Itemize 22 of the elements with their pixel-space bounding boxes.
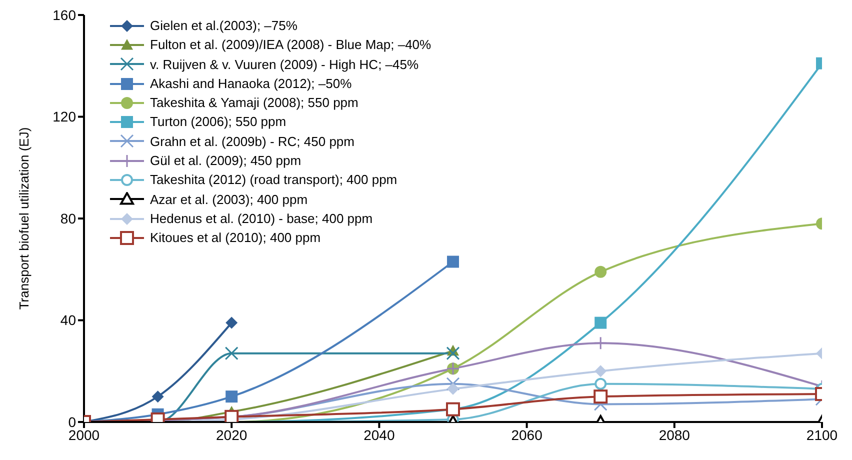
legend-label: v. Ruijven & v. Vuuren (2009) - High HC; –45% — [150, 56, 419, 74]
legend-label: Takeshita & Yamaji (2008); 550 ppm — [150, 94, 358, 112]
legend-label: Gül et al. (2009); 450 ppm — [150, 152, 302, 170]
x-tick-label: 2060 — [511, 426, 543, 443]
y-tick-label: 40 — [60, 312, 76, 328]
x-tick-label: 2040 — [364, 426, 395, 443]
y-tick-label: 80 — [60, 210, 76, 226]
legend-label: Turton (2006); 550 ppm — [150, 113, 286, 132]
x-tick-label: 2100 — [806, 426, 838, 443]
y-tick-label: 120 — [52, 108, 76, 125]
legend-label: Azar et al. (2003); 400 ppm — [150, 190, 308, 209]
legend-label: Grahn et al. (2009b) - RC; 450 ppm — [150, 132, 354, 151]
legend-label: Hedenus et al. (2010) - base; 400 ppm — [150, 210, 373, 228]
y-axis-title: Transport biofuel utilization (EJ) — [16, 127, 32, 310]
legend-label: Kitoues et al (2010); 400 ppm — [150, 229, 321, 248]
legend-label: Gielen et al.(2003); –75% — [150, 17, 298, 35]
legend-label: Fulton et al. (2009)/IEA (2008) - Blue Map; –40% — [150, 36, 432, 54]
x-tick-label: 2020 — [216, 426, 248, 443]
y-tick-label: 160 — [52, 6, 76, 23]
x-tick-label: 2080 — [658, 426, 690, 443]
legend-label: Akashi and Hanaoka (2012); –50% — [150, 74, 352, 93]
legend-label: Takeshita (2012) (road transport); 400 ppm — [150, 171, 398, 190]
